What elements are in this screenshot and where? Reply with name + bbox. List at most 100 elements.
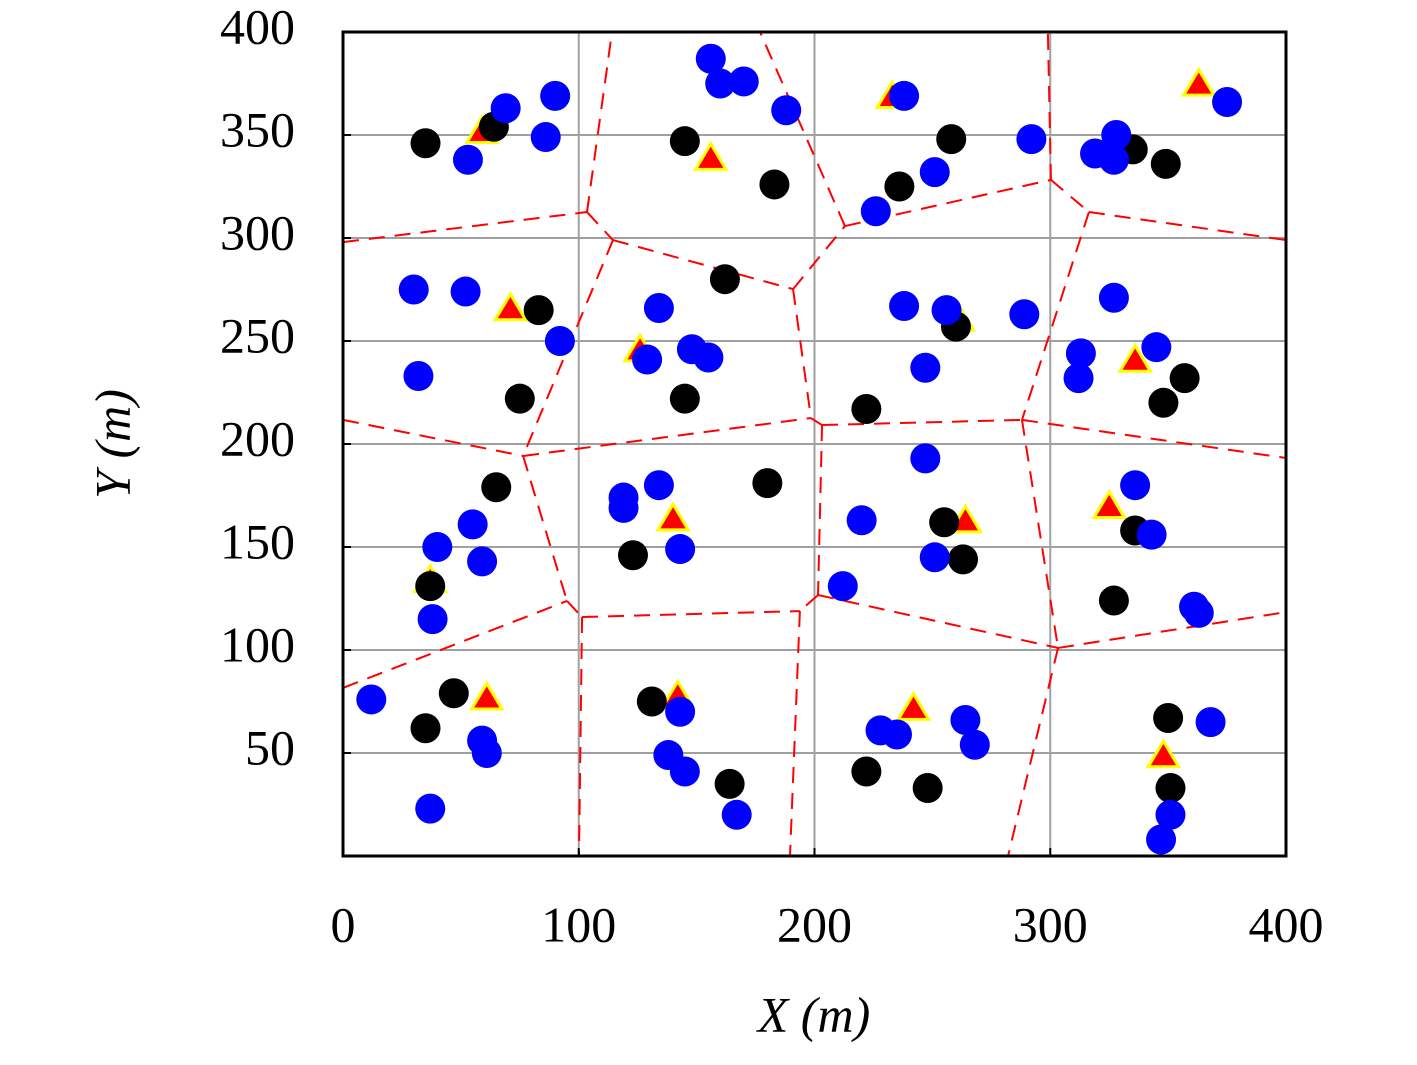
circle-marker (884, 171, 915, 202)
cell-boundary (1007, 647, 1060, 857)
y-tick-label: 350 (220, 101, 295, 157)
circle-marker (490, 93, 521, 124)
cell-boundary (342, 418, 524, 457)
x-axis-label: X (m) (756, 986, 870, 1042)
ticks: 0 100 200 300 400 50 100 150 200 250 300 350 400 (220, 0, 1324, 952)
circle-marker (632, 344, 663, 375)
circle-marker (665, 534, 696, 565)
circle-marker (936, 124, 967, 155)
cell-boundary (817, 594, 1059, 649)
cell-boundary (586, 31, 613, 213)
circle-marker (705, 68, 736, 99)
circle-marker (714, 768, 745, 799)
triangle-marker (1180, 66, 1217, 97)
circle-marker (1101, 120, 1132, 150)
circle-marker (882, 719, 913, 750)
circle-marker (417, 604, 448, 635)
circle-marker (481, 472, 512, 503)
circle-marker (693, 342, 724, 373)
y-tick-label: 400 (220, 0, 295, 54)
circle-marker (752, 468, 783, 499)
circle-marker (617, 540, 648, 571)
y-tick-label: 250 (220, 307, 295, 363)
triangle-marker (1091, 488, 1128, 519)
circle-marker (410, 713, 441, 744)
circle-marker (643, 293, 674, 324)
cell-boundary (792, 288, 812, 419)
y-tick-label: 150 (220, 513, 295, 569)
circle-marker (919, 542, 950, 573)
triangle-marker (895, 690, 932, 721)
circle-marker (544, 326, 575, 356)
circle-marker (1195, 707, 1226, 738)
cell-boundary (342, 600, 568, 689)
circle-marker (398, 274, 429, 305)
triangle-marker (1117, 342, 1153, 373)
circle-marker (1065, 338, 1096, 369)
circle-marker (540, 80, 571, 111)
cell-boundary (1020, 419, 1060, 649)
triangle-marker (468, 680, 505, 711)
circle-marker (889, 80, 920, 111)
circle-marker (959, 729, 990, 760)
y-tick-label: 300 (220, 204, 295, 260)
y-tick-label: 100 (220, 616, 295, 672)
cell-boundaries (342, 31, 1287, 857)
circle-marker (912, 773, 943, 804)
circle-marker (669, 126, 700, 157)
triangle-marker (1145, 738, 1182, 769)
cell-boundary (586, 211, 614, 241)
circle-marker (851, 756, 882, 787)
circle-marker (1120, 470, 1151, 501)
cell-boundary (817, 425, 824, 596)
cell-boundary (788, 611, 801, 857)
circle-marker (471, 738, 502, 768)
cell-boundary (566, 600, 583, 618)
cell-boundary (822, 418, 1022, 427)
cell-boundary (522, 455, 568, 602)
circle-marker (530, 122, 561, 153)
cell-boundary (612, 239, 794, 291)
circle-marker (457, 509, 488, 540)
circle-marker (356, 684, 387, 715)
circle-marker (1169, 363, 1200, 394)
circle-marker (1212, 87, 1243, 118)
circle-marker (415, 571, 446, 602)
circle-marker (1155, 799, 1186, 830)
cell-boundary (792, 225, 846, 290)
points (356, 43, 1243, 855)
circle-marker (910, 443, 941, 474)
triangle-marker (492, 291, 529, 322)
circle-marker (1155, 773, 1186, 804)
circle-marker (1148, 387, 1179, 418)
y-tick-label: 50 (245, 719, 295, 775)
cell-boundary (582, 610, 800, 619)
circle-marker (919, 157, 950, 188)
cell-boundary (577, 617, 584, 857)
circle-marker (695, 43, 726, 74)
circle-marker (846, 505, 877, 536)
circle-marker (709, 264, 740, 295)
cell-boundary (759, 31, 846, 227)
cell-boundary (1021, 418, 1287, 459)
cell-boundary (799, 594, 819, 612)
cell-boundary (1050, 179, 1090, 213)
circle-marker (410, 128, 441, 159)
cell-boundary (1057, 611, 1287, 649)
circle-marker (1183, 597, 1214, 628)
circle-marker (467, 546, 498, 577)
circle-marker (1136, 519, 1167, 550)
x-tick-label: 400 (1249, 896, 1324, 952)
circle-marker (860, 196, 891, 227)
circle-marker (1098, 144, 1129, 175)
circle-marker (415, 793, 446, 824)
circle-marker (523, 295, 554, 326)
circle-marker (643, 470, 674, 501)
circle-marker (771, 95, 802, 126)
x-tick-label: 100 (541, 896, 616, 952)
circle-marker (950, 705, 981, 736)
circle-marker (759, 169, 790, 200)
circle-marker (438, 678, 469, 709)
circle-marker (452, 144, 483, 175)
